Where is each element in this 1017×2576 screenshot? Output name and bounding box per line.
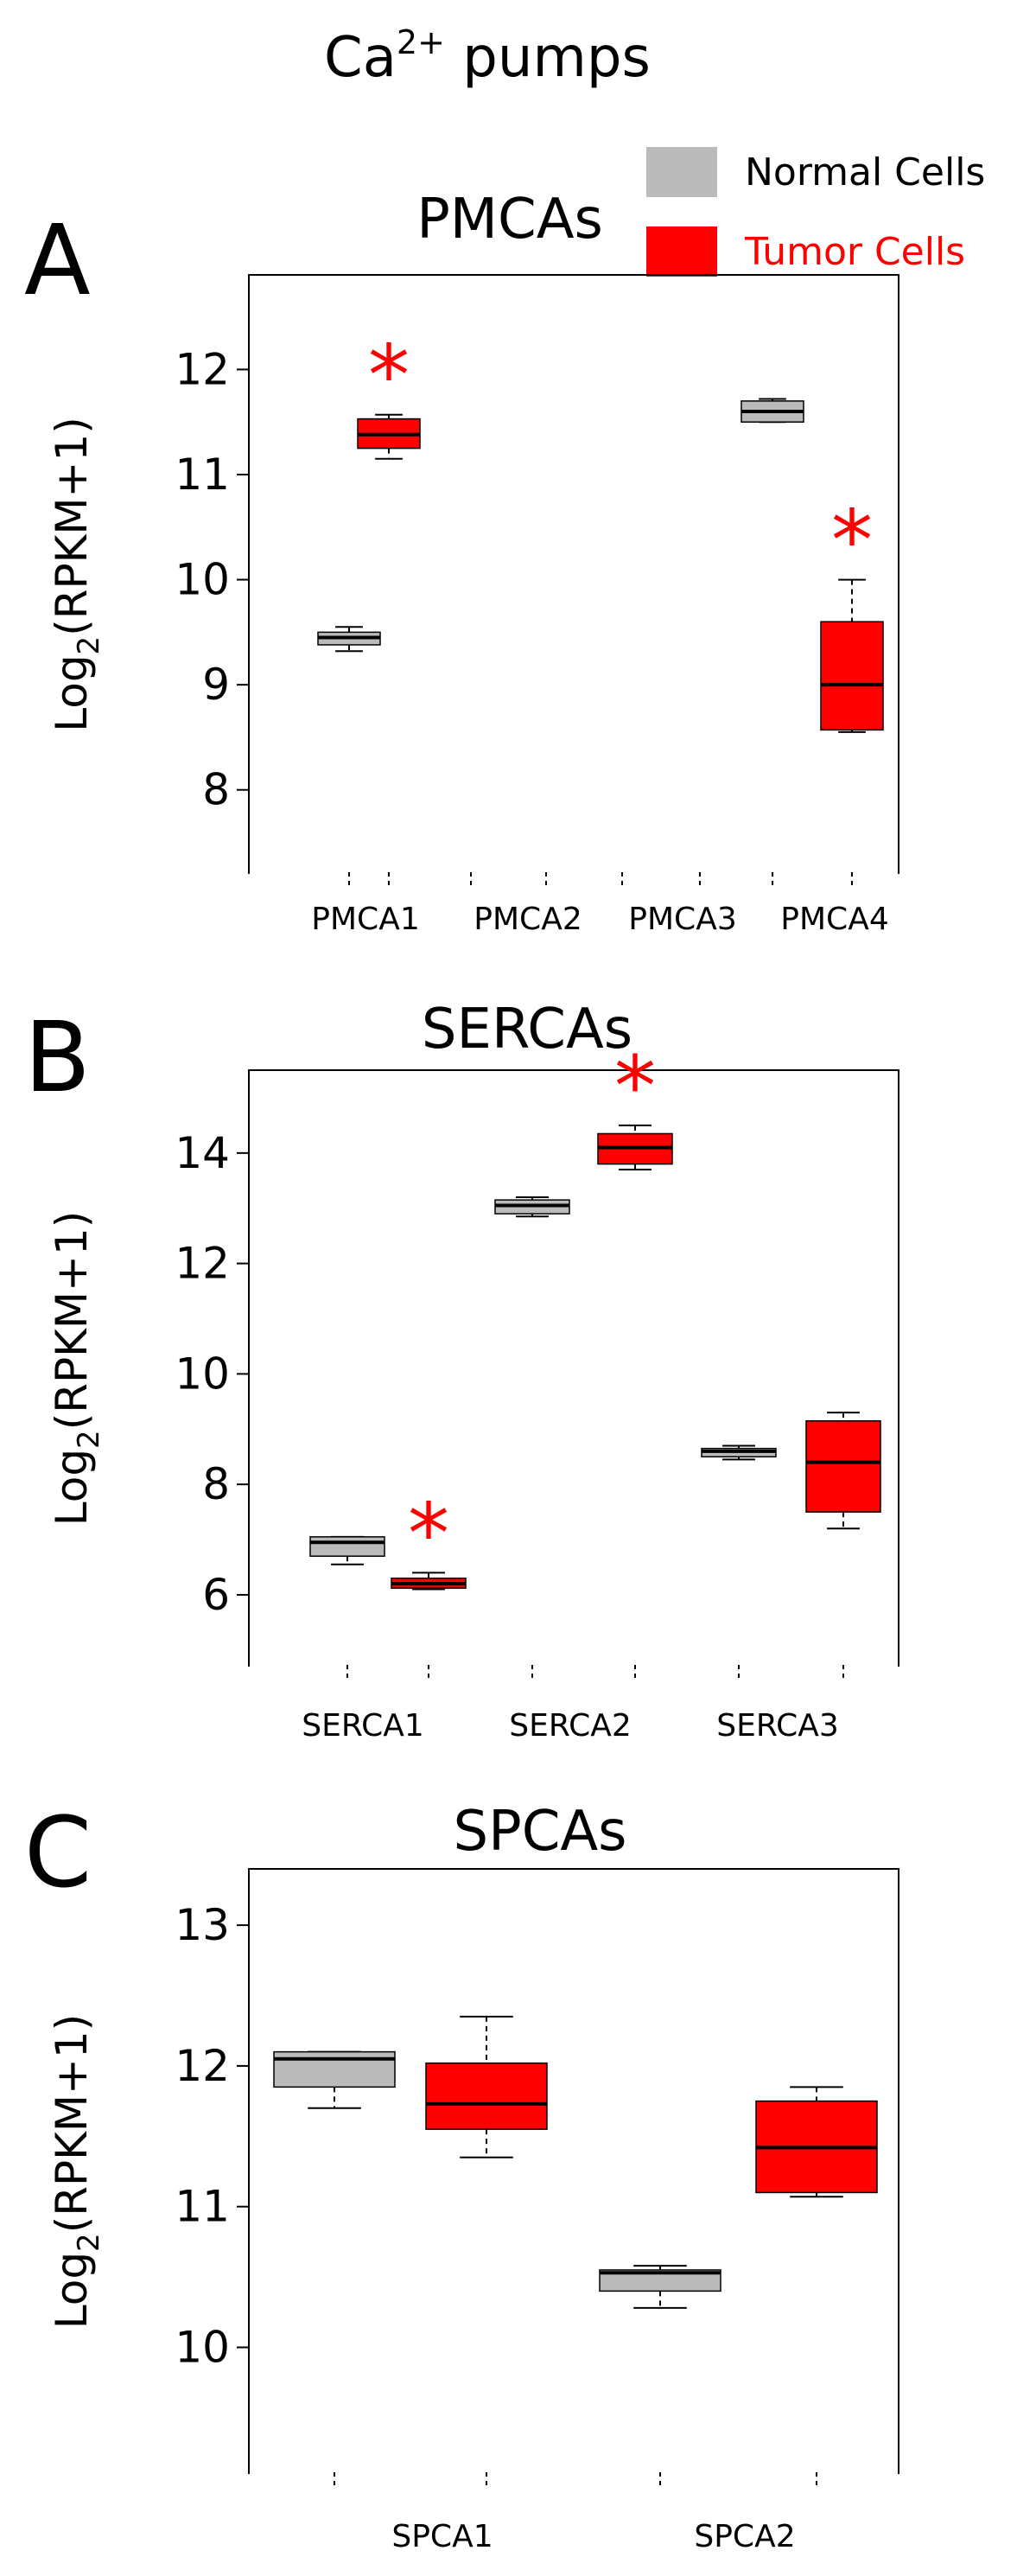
figure-title: Ca2+ pumps (324, 23, 651, 90)
significance-star: * (408, 1485, 449, 1582)
y-axis-label: Log2(RPKM+1) (47, 417, 106, 732)
box-iqr (309, 1536, 385, 1557)
title-rest: pumps (445, 26, 651, 90)
legend-swatch (646, 226, 717, 277)
box-tumor-serca3 (805, 1412, 881, 1530)
box-normal-spca1 (273, 2050, 396, 2109)
legend-label: Normal Cells (745, 150, 985, 194)
y-label-main: Log (47, 2252, 97, 2329)
panel-title: SERCAs (422, 998, 632, 1062)
box-normal-pmca4 (741, 398, 804, 424)
plot-frame (248, 274, 899, 874)
panel-a: A PMCAs Log2(RPKM+1) 8 9 10 11 12 PMCA1 PMCA2 PMCA… (24, 188, 899, 937)
box-tumor-serca1: * (391, 1485, 467, 1591)
legend-swatch (646, 147, 717, 197)
y-label-main: Log (47, 654, 97, 731)
box-tumor-pmca4: * (820, 493, 884, 733)
y-tick-label: 12 (175, 1239, 230, 1289)
y-label-main: Log (47, 1449, 97, 1526)
y-tick-label: 12 (175, 344, 230, 394)
title-superscript: 2+ (397, 23, 445, 61)
panel-c: C SPCAs Log2(RPKM+1) 10 11 12 13 SPCA1 SPCA2 (24, 1797, 899, 2554)
y-axis-label: Log2(RPKM+1) (47, 2014, 106, 2330)
panel-letter: A (24, 205, 91, 317)
legend: Normal Cells Tumor Cells (646, 147, 985, 277)
x-tick-label: PMCA3 (628, 902, 736, 937)
panel-title: SPCAs (453, 1800, 626, 1864)
box-iqr (425, 2062, 548, 2130)
x-tick-label: SERCA1 (302, 1708, 424, 1744)
box-iqr (820, 621, 884, 731)
y-tick-label: 10 (175, 2322, 230, 2372)
y-tick-label: 13 (175, 1900, 230, 1950)
x-tick-label: PMCA1 (311, 902, 419, 937)
box-iqr (805, 1419, 881, 1513)
box-tumor-spca1 (425, 2015, 548, 2158)
y-tick-label: 14 (175, 1128, 230, 1178)
box-tumor-pmca1: * (357, 328, 421, 460)
plot-frame (248, 1868, 899, 2474)
y-tick-label: 10 (175, 1349, 230, 1399)
box-iqr (273, 2050, 396, 2088)
y-tick-label: 6 (202, 1570, 230, 1620)
box-normal-serca2 (494, 1196, 570, 1218)
significance-star: * (614, 1038, 656, 1135)
y-tick-label: 8 (202, 1459, 230, 1509)
y-tick-label: 12 (175, 2041, 230, 2091)
y-tick-label: 9 (202, 660, 230, 710)
significance-star: * (368, 328, 410, 424)
plot-frame (248, 1069, 899, 1667)
y-axis-label: Log2(RPKM+1) (47, 1211, 106, 1527)
y-label-rest: (RPKM+1) (47, 1211, 97, 1431)
panel-b: B SERCAs Log2(RPKM+1) 6 8 10 12 14 SERCA1 SERCA2 S… (24, 998, 899, 1744)
significance-star: * (831, 493, 873, 590)
y-label-subscript: 2 (72, 636, 106, 655)
box-normal-spca2 (599, 2265, 721, 2309)
box-tumor-serca2: * (597, 1038, 673, 1170)
y-tick-label: 8 (202, 765, 230, 815)
x-tick-label: SERCA3 (716, 1708, 839, 1744)
y-label-rest: (RPKM+1) (47, 417, 97, 636)
x-tick-label: SPCA2 (694, 2519, 795, 2554)
box-normal-serca1 (309, 1535, 385, 1565)
x-tick-label: SERCA2 (509, 1708, 632, 1744)
y-label-subscript: 2 (72, 2233, 106, 2252)
box-normal-serca3 (701, 1444, 777, 1461)
panel-letter: B (24, 1002, 91, 1114)
title-main: Ca (324, 26, 397, 90)
y-tick-label: 10 (175, 555, 230, 605)
x-tick-label: PMCA4 (780, 902, 888, 937)
legend-label: Tumor Cells (744, 230, 965, 274)
y-label-subscript: 2 (72, 1430, 106, 1449)
box-tumor-spca2 (755, 2086, 878, 2198)
x-tick-label: PMCA2 (474, 902, 582, 937)
y-label-rest: (RPKM+1) (47, 2014, 97, 2234)
y-tick-label: 11 (175, 450, 230, 500)
panel-letter: C (24, 1797, 92, 1910)
y-tick-label: 11 (175, 2182, 230, 2232)
panel-title: PMCAs (416, 188, 603, 252)
x-tick-label: SPCA1 (391, 2519, 493, 2554)
box-normal-pmca1 (317, 626, 381, 653)
